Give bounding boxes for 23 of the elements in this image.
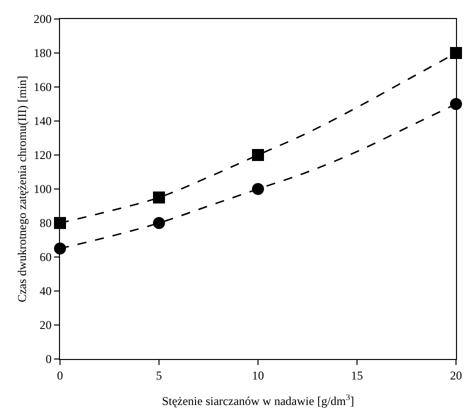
y-tick-label: 0 [46,352,52,366]
point [252,183,264,195]
x-tick-label: 15 [351,368,363,382]
point [450,47,462,59]
y-tick-label: 60 [40,250,52,264]
x-tick-label: 5 [156,368,162,382]
x-tick-label: 10 [252,368,264,382]
y-tick-label: 120 [34,148,52,162]
y-tick-label: 200 [34,12,52,26]
point [252,149,264,161]
y-axis-title: Czas dwukrotnego zatężenia chromu(III) [min] [15,76,29,302]
point [153,192,165,204]
y-tick-label: 100 [34,182,52,196]
y-tick-label: 180 [34,46,52,60]
y-tick-label: 160 [34,80,52,94]
x-tick-label: 0 [57,368,63,382]
y-tick-label: 140 [34,114,52,128]
x-tick-label: 20 [450,368,462,382]
y-tick-label: 40 [40,284,52,298]
point [153,217,165,229]
y-tick-label: 80 [40,216,52,230]
x-axis-title: Stężenie siarczanów w nadawie [g/dm$^{3}$] [162,392,354,408]
y-tick-label: 20 [40,318,52,332]
